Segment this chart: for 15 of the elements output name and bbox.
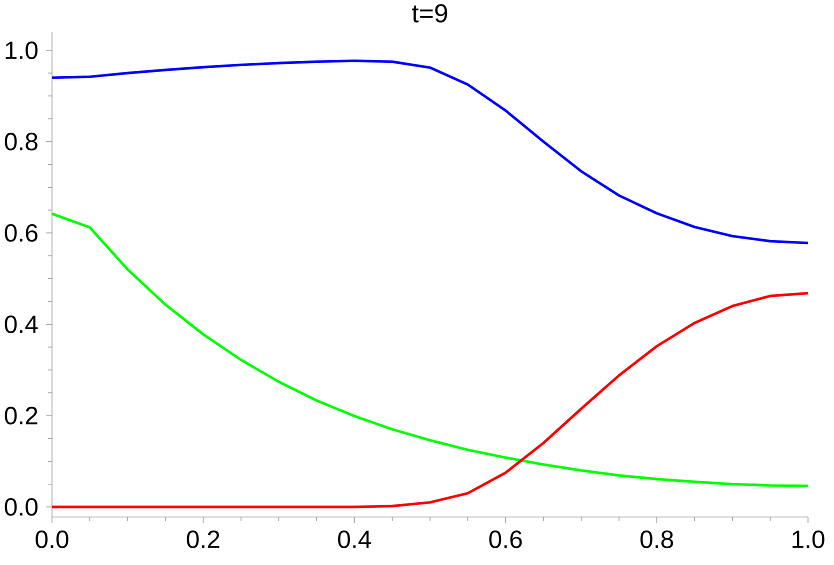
y-tick-label: 1.0 (6, 41, 38, 60)
y-tick-label: 0.2 (4, 406, 38, 424)
x-tick-label: 0.2 (186, 530, 220, 548)
y-tick-label: 0.8 (4, 132, 38, 150)
chart-title: t=9 (412, 4, 448, 23)
x-tick-label: 1.0 (792, 530, 824, 548)
y-tick-label: 0.4 (4, 315, 38, 334)
y-tick-label: 0.0 (4, 498, 38, 516)
line-series (50, 59, 810, 244)
x-tick-label: 0.0 (36, 530, 68, 548)
x-tick-label: 0.4 (338, 530, 371, 548)
line-series (50, 212, 810, 488)
x-tick-label: 0.6 (489, 530, 522, 548)
y-tick-label: 0.6 (4, 224, 38, 242)
x-tick-label: 0.8 (640, 530, 674, 548)
